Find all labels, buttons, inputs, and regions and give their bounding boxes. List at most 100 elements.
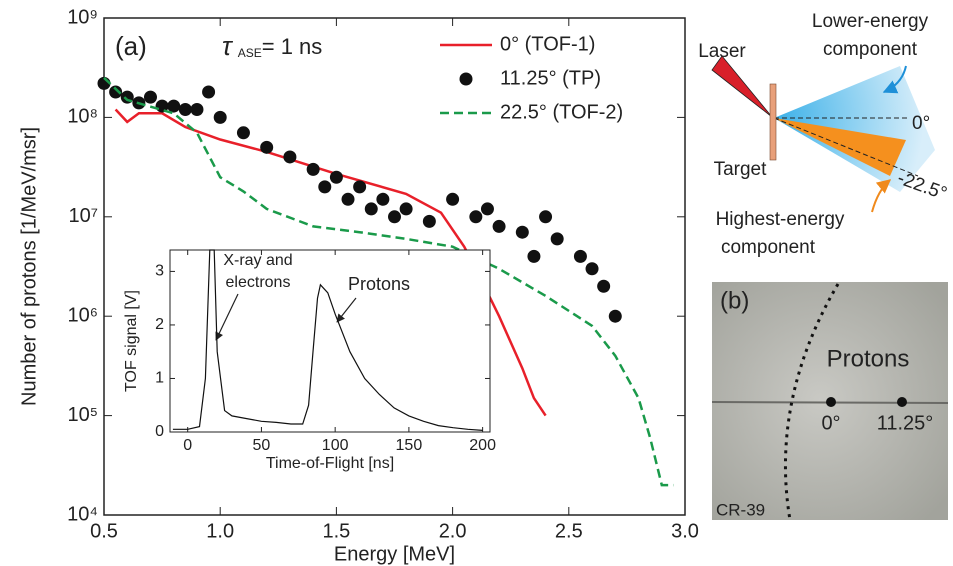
y-axis-label: Number of protons [1/MeV/msr] — [18, 127, 40, 406]
legend-label: 0° (TOF-1) — [500, 33, 595, 55]
inset-background — [170, 250, 490, 432]
data-point — [597, 279, 611, 293]
photo: (b) Protons 0° 11.25° CR-39 — [711, 282, 949, 521]
data-point — [202, 85, 216, 99]
arrow — [871, 179, 892, 213]
data-point — [376, 192, 390, 206]
data-point — [283, 150, 297, 164]
data-point — [306, 162, 320, 176]
data-point — [178, 103, 192, 117]
data-point — [550, 232, 564, 246]
angle-label: 11.25° — [877, 412, 934, 434]
x-tick-label: 100 — [322, 437, 349, 454]
y-tick-label: 10⁸ — [67, 106, 98, 128]
data-point — [353, 180, 367, 194]
data-point — [469, 210, 483, 224]
x-tick-label: 200 — [469, 437, 496, 454]
y-tick-label: 10⁴ — [67, 503, 98, 525]
legend-marker — [459, 72, 473, 86]
data-point — [608, 309, 622, 323]
data-point — [480, 202, 494, 216]
data-point — [492, 219, 506, 233]
data-point — [260, 140, 274, 154]
main-chart: (a) τ ASE= 1 ns 0.5 1.0 1.5 2.0 2.5 3.0 10⁴ 10⁵ 1… — [18, 6, 699, 565]
data-point — [446, 192, 460, 206]
data-point — [539, 210, 553, 224]
laser — [711, 55, 773, 118]
inset-annotation: electrons — [226, 274, 291, 291]
data-point — [190, 103, 204, 117]
data-point — [388, 210, 401, 224]
target-label: Target — [714, 159, 768, 180]
spot — [826, 397, 836, 407]
panel-label: (a) — [115, 31, 147, 61]
x-axis-label: Energy [MeV] — [334, 543, 455, 565]
x-tick-label: 0.5 — [90, 520, 118, 542]
data-point — [155, 99, 169, 113]
x-axis-label: Time-of-Flight [ns] — [266, 455, 394, 472]
x-tick-label: 2.5 — [555, 520, 583, 542]
lower-label: component — [823, 39, 918, 60]
y-tick-label: 10⁷ — [69, 205, 98, 227]
plot-frame — [103, 17, 686, 516]
y-tick-label: 1 — [155, 370, 164, 387]
x-tick-label: 150 — [396, 437, 423, 454]
photo-label: (b) — [720, 287, 749, 314]
spot — [897, 397, 907, 407]
y-tick-label: 3 — [155, 263, 164, 280]
angle-label: -22.5° — [895, 168, 950, 205]
data-point — [585, 262, 599, 276]
y-tick-label: 10⁶ — [68, 304, 98, 326]
x-tick-label: 1.5 — [322, 520, 350, 542]
axis-22 — [773, 117, 919, 177]
arrow — [215, 293, 239, 341]
data-point — [318, 180, 332, 194]
y-tick-label: 10⁵ — [67, 404, 98, 426]
lower-label: Lower-energy — [812, 11, 929, 32]
arrow — [882, 65, 907, 94]
x-tick-label: 1.0 — [206, 520, 234, 542]
data-line — [172, 249, 483, 431]
x-tick-label: 3.0 — [671, 520, 699, 542]
data-point — [143, 90, 157, 104]
tau-label: τ ASE= 1 ns — [222, 31, 322, 61]
y-axis-label: TOF signal [V] — [123, 290, 140, 392]
highest-label: component — [721, 237, 816, 258]
data-point — [399, 202, 413, 216]
data-point — [213, 110, 227, 124]
y-tick-label: 0 — [155, 423, 164, 440]
target — [769, 83, 777, 161]
data-point — [422, 214, 436, 228]
inset-chart: X-ray and electrons Protons 0 50 100 150 200… — [123, 249, 496, 472]
tau-value: = 1 ns — [262, 34, 323, 59]
diagram: Laser Lower-energy component 0° Target -… — [698, 11, 949, 258]
data-point — [109, 85, 123, 99]
highest-label: Highest-energy — [716, 209, 845, 230]
tau-symbol: τ — [222, 31, 234, 61]
data-point — [236, 126, 250, 140]
data-point — [515, 225, 529, 239]
plot-frame — [169, 249, 491, 433]
inset-annotation: Protons — [348, 274, 410, 294]
data-point — [527, 249, 541, 263]
legend-label: 11.25° (TP) — [500, 67, 601, 89]
y-tick-label: 2 — [155, 316, 164, 333]
inset-annotation: X-ray and — [223, 252, 292, 269]
legend-label: 22.5° (TOF-2) — [500, 101, 623, 123]
data-point — [573, 249, 587, 263]
boundary — [784, 283, 840, 521]
high-energy-beam — [774, 118, 906, 176]
protons-label: Protons — [827, 345, 910, 372]
data-point — [329, 170, 343, 184]
tau-subscript: ASE — [238, 46, 262, 60]
x-tick-label: 50 — [253, 437, 271, 454]
x-tick-label: 2.0 — [439, 520, 467, 542]
zero-label: 0° — [912, 113, 930, 134]
data-point — [364, 202, 378, 216]
x-tick-label: 0 — [183, 437, 192, 454]
data-point — [167, 99, 181, 113]
data-line — [114, 108, 547, 417]
y-tick-label: 10⁹ — [67, 6, 98, 28]
data-point — [341, 192, 355, 206]
